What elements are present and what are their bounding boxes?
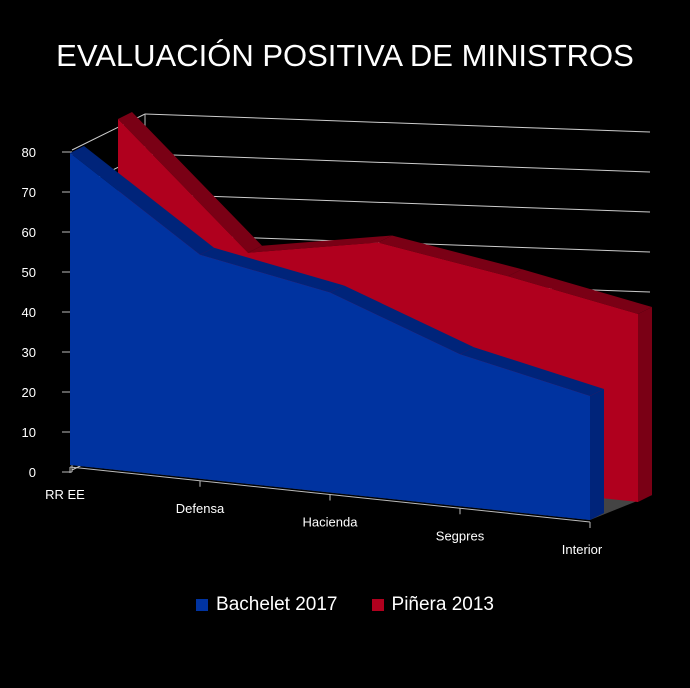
chart-title: EVALUACIÓN POSITIVA DE MINISTROS bbox=[56, 38, 634, 73]
gridline bbox=[144, 153, 651, 173]
x-tick-label: RR EE bbox=[45, 487, 85, 502]
area-side-edge bbox=[590, 389, 604, 520]
area-top-edge bbox=[118, 112, 262, 253]
y-tick-label: 50 bbox=[22, 265, 36, 280]
legend-item-bachelet: Bachelet 2017 bbox=[196, 594, 338, 616]
area-top-edge bbox=[70, 146, 214, 255]
gridline bbox=[144, 193, 651, 213]
area-top-edge bbox=[378, 235, 522, 277]
x-tick-label: Interior bbox=[562, 542, 603, 557]
y-tick-label: 70 bbox=[22, 185, 36, 200]
legend-label: Piñera 2013 bbox=[391, 594, 494, 615]
x-axis bbox=[69, 466, 591, 523]
area-top-edge bbox=[508, 269, 652, 314]
legend-swatch-blue bbox=[196, 599, 209, 611]
x-tick-label: Segpres bbox=[436, 528, 485, 543]
area-top-edge bbox=[248, 235, 392, 253]
x-tick-label: Defensa bbox=[176, 501, 225, 516]
y-tick-label: 20 bbox=[22, 385, 36, 400]
x-tick-label: Hacienda bbox=[303, 515, 359, 530]
legend: Bachelet 2017 Piñera 2013 bbox=[0, 594, 690, 616]
y-tick-label: 0 bbox=[29, 465, 36, 480]
y-tick-label: 80 bbox=[22, 145, 36, 160]
legend-swatch-red bbox=[371, 599, 384, 611]
y-tick-label: 10 bbox=[22, 425, 36, 440]
area-top-edge bbox=[330, 285, 474, 355]
area-side-edge bbox=[638, 307, 652, 502]
y-tick-label: 30 bbox=[22, 345, 36, 360]
legend-item-pinera: Piñera 2013 bbox=[371, 594, 494, 616]
area-top-edge bbox=[460, 347, 604, 396]
area-top-edge bbox=[200, 247, 344, 293]
legend-label: Bachelet 2017 bbox=[216, 594, 338, 615]
area-series-0 bbox=[70, 153, 590, 520]
gridline bbox=[144, 113, 651, 133]
y-tick-label: 60 bbox=[22, 225, 36, 240]
y-tick-label: 40 bbox=[22, 305, 36, 320]
